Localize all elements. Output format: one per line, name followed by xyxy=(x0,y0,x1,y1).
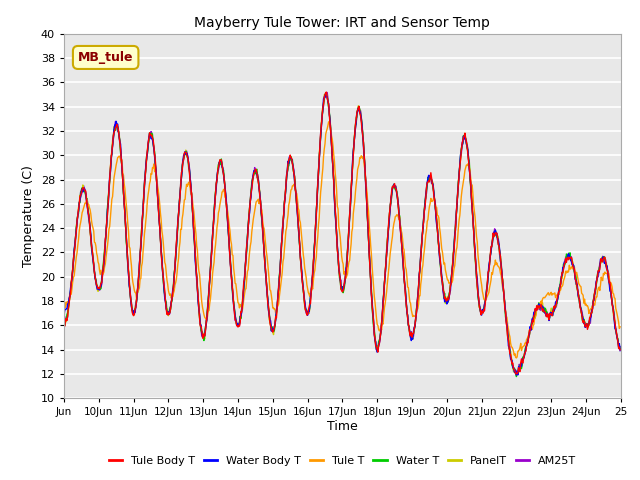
AM25T xyxy=(400,277,408,283)
Tule Body T xyxy=(276,268,284,274)
Tule T xyxy=(125,244,133,250)
PanelT xyxy=(228,273,236,278)
AM25T xyxy=(323,90,331,96)
Water T xyxy=(125,281,133,287)
Tule T xyxy=(276,288,284,294)
Tule T xyxy=(616,324,624,330)
Line: Water T: Water T xyxy=(64,93,620,376)
Water T xyxy=(513,373,520,379)
Tule Body T xyxy=(255,184,263,190)
Tule Body T xyxy=(616,347,624,353)
Water T xyxy=(616,346,624,351)
AM25T xyxy=(125,281,133,287)
Tule T xyxy=(400,247,408,252)
Water T xyxy=(276,265,284,271)
Water Body T xyxy=(60,313,68,319)
Line: Tule T: Tule T xyxy=(64,122,620,358)
Tule Body T xyxy=(512,371,520,377)
Line: AM25T: AM25T xyxy=(64,93,620,374)
PanelT xyxy=(60,325,68,331)
Water Body T xyxy=(513,372,520,378)
Water Body T xyxy=(616,348,624,354)
AM25T xyxy=(228,275,236,281)
X-axis label: Time: Time xyxy=(327,420,358,433)
Water T xyxy=(400,274,408,279)
PanelT xyxy=(276,266,284,272)
Text: MB_tule: MB_tule xyxy=(78,51,133,64)
Water Body T xyxy=(321,92,329,98)
AM25T xyxy=(431,202,439,208)
Water Body T xyxy=(255,185,263,191)
Water Body T xyxy=(276,267,284,273)
Water Body T xyxy=(431,200,439,206)
AM25T xyxy=(512,371,520,377)
Tule Body T xyxy=(125,278,133,284)
Tule T xyxy=(431,199,439,205)
Water T xyxy=(255,184,263,190)
Tule T xyxy=(255,201,263,206)
Tule Body T xyxy=(431,202,439,208)
AM25T xyxy=(616,344,624,349)
PanelT xyxy=(255,183,263,189)
Tule Body T xyxy=(228,276,236,281)
Tule Body T xyxy=(400,275,408,281)
Tule Body T xyxy=(323,89,330,95)
Tule Body T xyxy=(60,322,68,328)
AM25T xyxy=(276,267,284,273)
Line: PanelT: PanelT xyxy=(64,93,620,375)
PanelT xyxy=(513,372,520,378)
Title: Mayberry Tule Tower: IRT and Sensor Temp: Mayberry Tule Tower: IRT and Sensor Temp xyxy=(195,16,490,30)
AM25T xyxy=(60,325,68,331)
PanelT xyxy=(616,346,624,352)
Legend: Tule Body T, Water Body T, Tule T, Water T, PanelT, AM25T: Tule Body T, Water Body T, Tule T, Water… xyxy=(104,451,580,470)
PanelT xyxy=(125,278,133,284)
PanelT xyxy=(400,273,408,278)
Water T xyxy=(322,90,330,96)
Water Body T xyxy=(228,273,236,279)
Line: Water Body T: Water Body T xyxy=(64,95,620,375)
Tule T xyxy=(513,355,520,361)
Water Body T xyxy=(125,283,133,289)
Tule T xyxy=(228,241,236,247)
Water T xyxy=(60,322,68,328)
Water Body T xyxy=(400,272,408,278)
Water T xyxy=(431,205,439,211)
Tule T xyxy=(60,300,68,306)
Y-axis label: Temperature (C): Temperature (C) xyxy=(22,165,35,267)
Tule T xyxy=(324,119,332,125)
PanelT xyxy=(322,90,330,96)
AM25T xyxy=(255,184,263,190)
Line: Tule Body T: Tule Body T xyxy=(64,92,620,374)
Water T xyxy=(228,273,236,278)
PanelT xyxy=(431,202,439,208)
